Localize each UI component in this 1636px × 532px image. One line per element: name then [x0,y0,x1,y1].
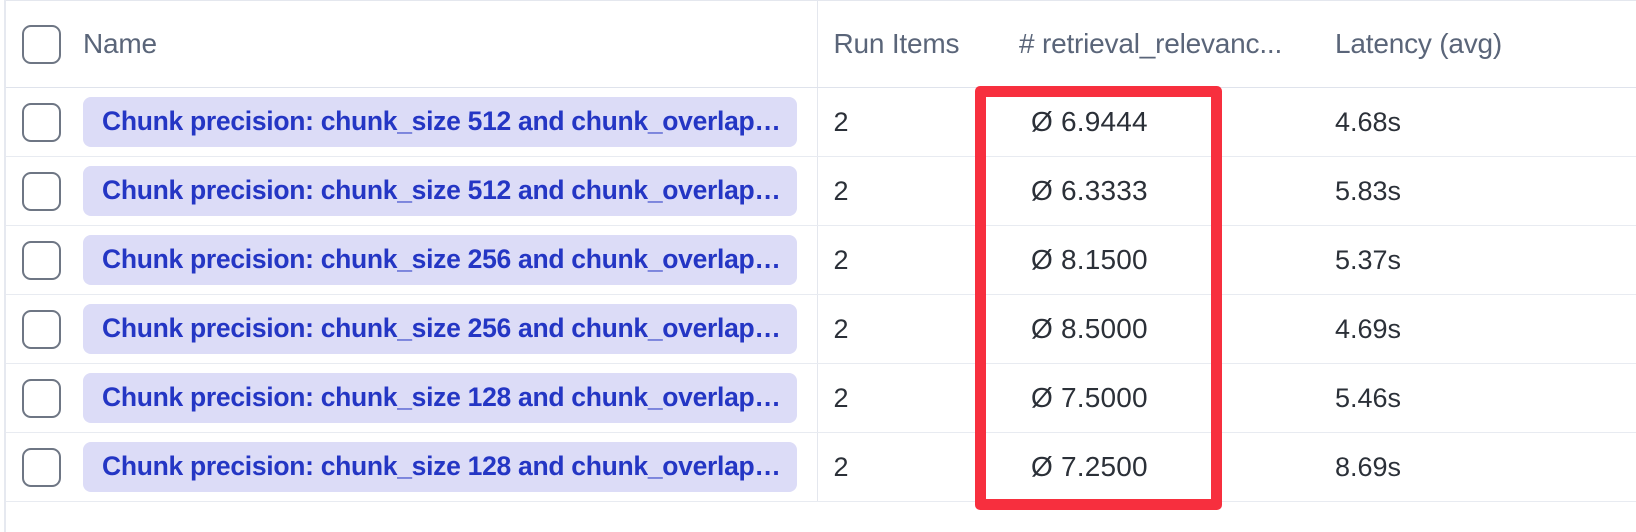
experiment-name-badge[interactable]: Chunk precision: chunk_size 512 and chun… [83,166,797,216]
cell-retrieval-relevance: Ø 6.9444 [997,87,1317,157]
column-header-run-items-label: Run Items [833,28,960,59]
table-header-row: Name Run Items # retrieval_relevanc... L… [6,0,1636,88]
experiment-name-badge[interactable]: Chunk precision: chunk_size 128 and chun… [83,442,797,492]
cell-retrieval-relevance: Ø 6.3333 [997,156,1317,226]
cell-retrieval-relevance: Ø 7.2500 [997,432,1317,502]
row-checkbox[interactable] [22,378,61,418]
column-header-name[interactable]: Name [6,0,817,88]
table-row[interactable]: Chunk precision: chunk_size 256 and chun… [6,225,1636,295]
cell-run-items: 2 [816,432,997,502]
cell-latency: 5.46s [1317,363,1636,433]
row-checkbox[interactable] [22,309,61,349]
retrieval-relevance-value: Ø 8.1500 [1031,244,1148,275]
retrieval-relevance-value: Ø 8.5000 [1031,313,1148,344]
run-items-value: 2 [833,244,849,275]
cell-run-items: 2 [816,87,997,157]
experiments-table-container: Name Run Items # retrieval_relevanc... L… [6,0,1636,532]
latency-value: 5.83s [1335,175,1402,206]
cell-latency: 5.83s [1317,156,1636,226]
retrieval-relevance-value: Ø 7.2500 [1031,451,1148,482]
latency-value: 4.69s [1335,313,1402,344]
latency-value: 4.68s [1335,106,1402,137]
select-all-checkbox[interactable] [22,24,61,64]
row-checkbox[interactable] [22,240,61,280]
cell-run-items: 2 [816,294,997,364]
cell-run-items: 2 [816,156,997,226]
latency-value: 5.46s [1335,382,1402,413]
run-items-value: 2 [833,451,849,482]
cell-name: Chunk precision: chunk_size 128 and chun… [6,432,817,502]
column-header-name-label: Name [83,28,157,59]
experiment-name-badge[interactable]: Chunk precision: chunk_size 256 and chun… [83,304,797,354]
column-header-latency-label: Latency (avg) [1335,28,1503,59]
cell-latency: 5.37s [1317,225,1636,295]
cell-latency: 4.68s [1317,87,1636,157]
experiment-name-badge[interactable]: Chunk precision: chunk_size 512 and chun… [83,97,797,147]
run-items-value: 2 [833,313,849,344]
row-checkbox[interactable] [22,447,61,487]
latency-value: 5.37s [1335,244,1402,275]
row-checkbox[interactable] [22,102,61,142]
cell-name: Chunk precision: chunk_size 128 and chun… [6,363,817,433]
latency-value: 8.69s [1335,451,1402,482]
table-row[interactable]: Chunk precision: chunk_size 128 and chun… [6,363,1636,433]
cell-name: Chunk precision: chunk_size 256 and chun… [6,294,817,364]
column-header-retrieval-relevance-label: # retrieval_relevanc... [1019,28,1283,59]
retrieval-relevance-value: Ø 7.5000 [1031,382,1148,413]
cell-latency: 8.69s [1317,432,1636,502]
cell-retrieval-relevance: Ø 8.1500 [997,225,1317,295]
cell-run-items: 2 [816,363,997,433]
cell-run-items: 2 [816,225,997,295]
retrieval-relevance-value: Ø 6.9444 [1031,106,1148,137]
table-body: Chunk precision: chunk_size 512 and chun… [6,87,1636,502]
table-row[interactable]: Chunk precision: chunk_size 128 and chun… [6,432,1636,502]
run-items-value: 2 [833,106,849,137]
column-header-latency[interactable]: Latency (avg) [1317,0,1636,88]
table-row[interactable]: Chunk precision: chunk_size 256 and chun… [6,294,1636,364]
run-items-value: 2 [833,382,849,413]
experiment-name-badge[interactable]: Chunk precision: chunk_size 128 and chun… [83,373,797,423]
table-row[interactable]: Chunk precision: chunk_size 512 and chun… [6,87,1636,157]
cell-retrieval-relevance: Ø 8.5000 [997,294,1317,364]
column-header-run-items[interactable]: Run Items [816,0,997,88]
column-header-retrieval-relevance[interactable]: # retrieval_relevanc... [997,0,1317,88]
experiment-name-badge[interactable]: Chunk precision: chunk_size 256 and chun… [83,235,797,285]
cell-name: Chunk precision: chunk_size 512 and chun… [6,156,817,226]
cell-name: Chunk precision: chunk_size 256 and chun… [6,225,817,295]
cell-retrieval-relevance: Ø 7.5000 [997,363,1317,433]
cell-latency: 4.69s [1317,294,1636,364]
table-row[interactable]: Chunk precision: chunk_size 512 and chun… [6,156,1636,226]
run-items-value: 2 [833,175,849,206]
row-checkbox[interactable] [22,171,61,211]
experiments-table: Name Run Items # retrieval_relevanc... L… [6,0,1636,502]
cell-name: Chunk precision: chunk_size 512 and chun… [6,87,817,157]
left-edge-rail [4,0,6,532]
table-header: Name Run Items # retrieval_relevanc... L… [6,0,1636,88]
retrieval-relevance-value: Ø 6.3333 [1031,175,1148,206]
